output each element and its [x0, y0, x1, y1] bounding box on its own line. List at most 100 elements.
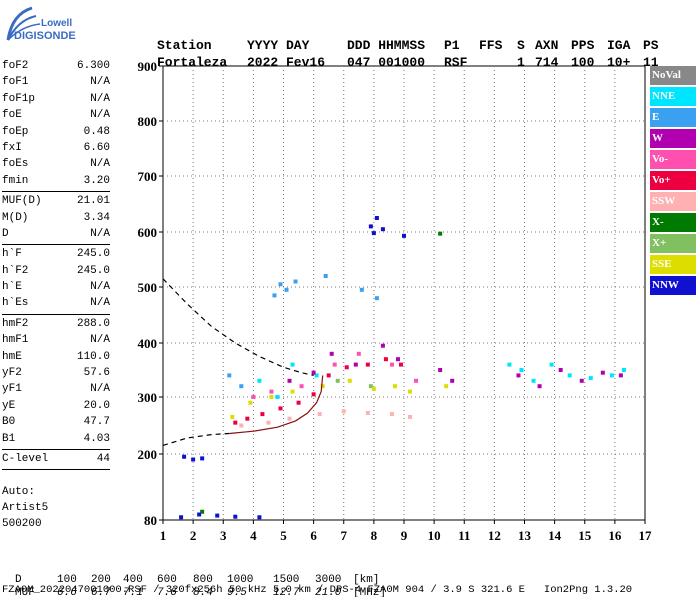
- echo-point: [230, 414, 235, 419]
- echo-point: [257, 378, 262, 383]
- echo-point: [398, 362, 403, 367]
- param-row: M(D) 3.34: [2, 210, 110, 226]
- header-label-axn: AXN: [535, 38, 558, 53]
- x-tick-label: 14: [548, 528, 562, 543]
- echo-point: [579, 378, 584, 383]
- echo-point: [269, 389, 274, 394]
- x-tick-label: 16: [608, 528, 622, 543]
- legend-item-w: W: [650, 129, 696, 148]
- echo-point: [392, 384, 397, 389]
- param-row: fxI 6.60: [2, 140, 110, 156]
- param-value: 4.03: [83, 432, 110, 445]
- polarization-legend: NoVal NNE E W Vo- Vo+ SSW X- X+ SSE NNW: [650, 66, 696, 297]
- footer-muf-value: 8.4: [193, 587, 213, 597]
- autoscaling-info: Auto: Artist5 500200: [2, 484, 48, 532]
- echo-point: [239, 384, 244, 389]
- echo-point: [272, 293, 277, 298]
- param-name: yE: [2, 399, 16, 412]
- echo-point: [588, 376, 593, 381]
- ionogram-plot: 1 2 3 4 5 6 7 8 9 10 11 12 13 14 15 16 17802003004005006…: [138, 59, 653, 543]
- legend-item-vo-: Vo+: [650, 171, 696, 190]
- param-value: 20.0: [83, 399, 110, 412]
- series-x-: [200, 231, 443, 514]
- footer-d-value: 1000: [227, 574, 253, 586]
- echo-point: [284, 287, 289, 292]
- echo-point: [516, 373, 521, 378]
- param-value: N/A: [90, 227, 110, 240]
- param-value: 47.7: [83, 416, 110, 429]
- echo-point: [438, 231, 443, 236]
- x-tick-label: 6: [310, 528, 317, 543]
- param-name: foEs: [2, 158, 29, 171]
- echo-point: [296, 400, 301, 405]
- param-row: hmF1 N/A: [2, 332, 110, 348]
- series-x-: [335, 378, 373, 389]
- legend-item-nne: NNE: [650, 87, 696, 106]
- param-name: hmF2: [2, 317, 29, 330]
- echo-point: [371, 386, 376, 391]
- echo-point: [278, 282, 283, 287]
- echo-point: [314, 373, 319, 378]
- param-separator: [2, 244, 110, 246]
- param-row: hmE 110.0: [2, 349, 110, 365]
- echo-point: [389, 412, 394, 417]
- footer-d-value: 100: [57, 574, 77, 586]
- echo-point: [335, 378, 340, 383]
- footer-d-value: 600: [157, 574, 177, 586]
- param-name: hmE: [2, 350, 22, 363]
- param-row: MUF(D) 21.01: [2, 193, 110, 209]
- legend-item-vo-: Vo-: [650, 150, 696, 169]
- auto-label: Auto:: [2, 486, 36, 498]
- param-row: foEs N/A: [2, 156, 110, 172]
- param-name: h`Es: [2, 297, 29, 310]
- x-tick-label: 1: [160, 528, 167, 543]
- echo-point: [549, 362, 554, 367]
- legend-item-ssw: SSW: [650, 192, 696, 211]
- header-label-p1: P1: [444, 38, 460, 53]
- param-row: foEp 0.48: [2, 124, 110, 140]
- x-tick-label: 10: [428, 528, 441, 543]
- echo-point: [326, 373, 331, 378]
- echo-point: [380, 227, 385, 232]
- footer-d-label: D: [15, 574, 22, 586]
- header-label-station: Station: [157, 38, 212, 53]
- y-tick-label: 800: [138, 114, 158, 129]
- param-value: 288.0: [76, 317, 110, 330]
- echo-point: [257, 515, 262, 520]
- x-tick-label: 4: [250, 528, 257, 543]
- echo-point: [438, 368, 443, 372]
- echo-point: [323, 274, 328, 278]
- logo-line2: DIGISONDE: [14, 30, 76, 42]
- param-name: hmF1: [2, 334, 29, 347]
- echo-point: [567, 373, 572, 378]
- param-value: 57.6: [83, 367, 110, 380]
- echo-point: [402, 233, 406, 238]
- echo-point: [311, 392, 316, 397]
- param-name: h`F: [2, 248, 22, 261]
- footer-muf-label: MUF: [15, 587, 35, 597]
- param-row: yF2 57.6: [2, 365, 110, 381]
- x-tick-label: 8: [371, 528, 378, 543]
- echo-point: [290, 389, 295, 394]
- echo-point: [368, 224, 373, 229]
- echo-point: [269, 395, 274, 399]
- echo-point: [609, 373, 614, 378]
- echo-point: [531, 378, 536, 383]
- x-tick-label: 12: [488, 528, 501, 543]
- echo-point: [519, 368, 524, 372]
- echo-point: [374, 296, 379, 301]
- echo-point: [368, 384, 373, 389]
- footer-muf-value: [MHz]: [353, 587, 386, 597]
- series-nnw: [179, 216, 406, 520]
- logo-line1: Lowell: [41, 18, 72, 29]
- distance-muf-table: D MUF 100 200 400 600 800 1000 1500 3000 [km] 6.6 6.…: [2, 557, 435, 602]
- echo-point: [239, 423, 244, 428]
- param-value: 110.0: [76, 350, 110, 363]
- param-value: N/A: [90, 92, 110, 105]
- echo-point: [380, 343, 385, 348]
- echo-point: [287, 416, 292, 421]
- echo-point: [341, 409, 346, 414]
- footer-d-value: 800: [193, 574, 213, 586]
- echo-point: [395, 357, 400, 362]
- echo-point: [215, 513, 220, 518]
